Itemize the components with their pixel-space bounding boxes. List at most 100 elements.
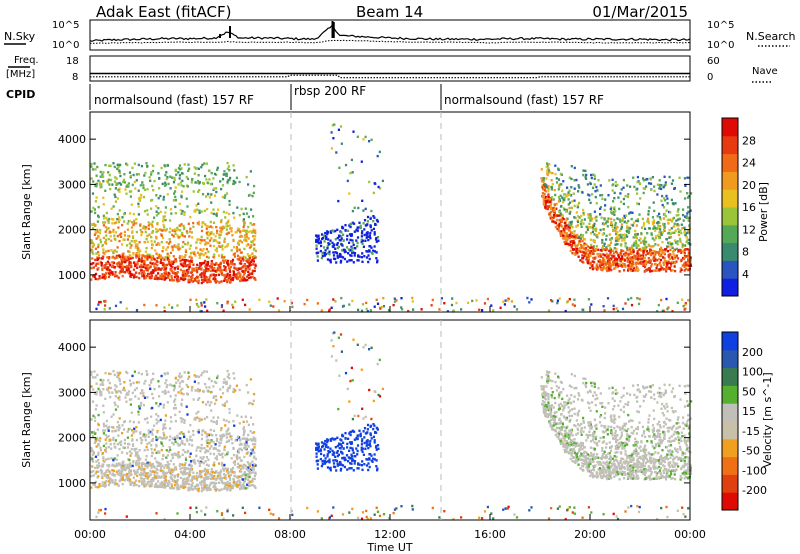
velocity-cell [115, 458, 118, 461]
velocity-cell [103, 429, 107, 432]
velocity-cell [155, 413, 158, 416]
power-cell [689, 264, 693, 267]
power-cell [544, 203, 547, 207]
power-cell [356, 229, 359, 232]
power-cell [118, 169, 121, 173]
velocity-cell [206, 441, 209, 445]
power-cell [630, 269, 633, 272]
velocity-cell [159, 418, 162, 422]
power-cell [664, 181, 667, 184]
velocity-cell [227, 471, 230, 474]
power-cell [672, 225, 675, 228]
power-cell [556, 301, 559, 305]
power-cell [687, 210, 690, 213]
power-cell [605, 252, 608, 255]
velocity-cell [110, 479, 113, 483]
velocity-cell [143, 382, 146, 385]
velocity-cell [105, 424, 108, 427]
power-cell [244, 279, 247, 282]
power-cell [340, 259, 343, 263]
power-cell [252, 215, 255, 218]
velocity-cell [177, 436, 180, 439]
velocity-cell [135, 430, 138, 433]
velocity-cell [191, 481, 194, 485]
power-cell [681, 213, 685, 217]
velocity-cell [107, 434, 110, 438]
velocity-cell [223, 448, 226, 452]
velocity-cell [172, 389, 176, 392]
power-cell [232, 239, 235, 242]
power-cell [220, 220, 223, 224]
velocity-cell [173, 483, 177, 487]
power-cell [573, 230, 576, 233]
power-cell [619, 251, 622, 255]
power-cell [253, 277, 256, 280]
power-cell [169, 251, 172, 255]
power-cell [157, 207, 160, 210]
power-cell [594, 216, 597, 220]
power-cell [123, 181, 126, 184]
power-cell [149, 265, 152, 268]
power-cell [549, 204, 552, 208]
power-cell [678, 217, 681, 220]
power-cell [582, 169, 585, 172]
power-cell [602, 263, 605, 266]
velocity-cell [190, 479, 193, 482]
power-cell [603, 208, 606, 212]
velocity-cell [183, 419, 186, 422]
velocity-cell [219, 441, 222, 445]
power-cell [626, 257, 629, 260]
power-cell [571, 303, 574, 306]
velocity-cell [95, 460, 98, 463]
power-cell [210, 265, 213, 268]
velocity-cell [165, 449, 168, 452]
power-cell [670, 261, 673, 264]
velocity-cell [230, 468, 233, 471]
power-cell [647, 221, 650, 225]
power-cell [636, 262, 639, 265]
power-cell [109, 235, 112, 238]
velocity-cell [198, 464, 201, 467]
power-cell [620, 225, 623, 229]
power-cell [347, 229, 350, 232]
power-cell [357, 254, 360, 257]
power-cell [120, 268, 123, 271]
power-cell [213, 279, 216, 283]
power-cell [210, 237, 213, 240]
velocity-cell [216, 374, 219, 378]
power-cell [180, 172, 183, 175]
velocity-cell [104, 397, 107, 400]
power-cell [98, 257, 101, 260]
power-cell [176, 246, 179, 250]
power-cell [503, 303, 506, 306]
power-cell [224, 266, 227, 269]
power-cell [185, 273, 189, 276]
power-cell [228, 212, 231, 216]
power-cell [99, 300, 102, 304]
power-cell [451, 297, 454, 300]
power-cell [317, 251, 320, 254]
power-cell [633, 241, 636, 244]
power-cell [219, 180, 222, 183]
velocity-cell [133, 481, 136, 485]
power-cell [120, 256, 123, 259]
velocity-cell [139, 467, 142, 470]
velocity-cell [211, 434, 214, 437]
power-cell [156, 253, 159, 256]
power-cell [248, 308, 251, 311]
power-cell [128, 250, 131, 254]
power-cell [340, 296, 343, 300]
velocity-cell [215, 469, 218, 473]
power-cell [565, 232, 568, 235]
power-cell [341, 225, 344, 229]
power-cell [542, 195, 545, 198]
velocity-cell [239, 447, 242, 450]
power-cell [205, 224, 208, 228]
velocity-cell [229, 481, 232, 485]
power-cell [252, 228, 255, 231]
velocity-cell [96, 373, 99, 377]
power-cell [216, 302, 219, 305]
power-cell [170, 265, 173, 268]
power-cell [595, 227, 598, 230]
velocity-cell [212, 481, 215, 484]
